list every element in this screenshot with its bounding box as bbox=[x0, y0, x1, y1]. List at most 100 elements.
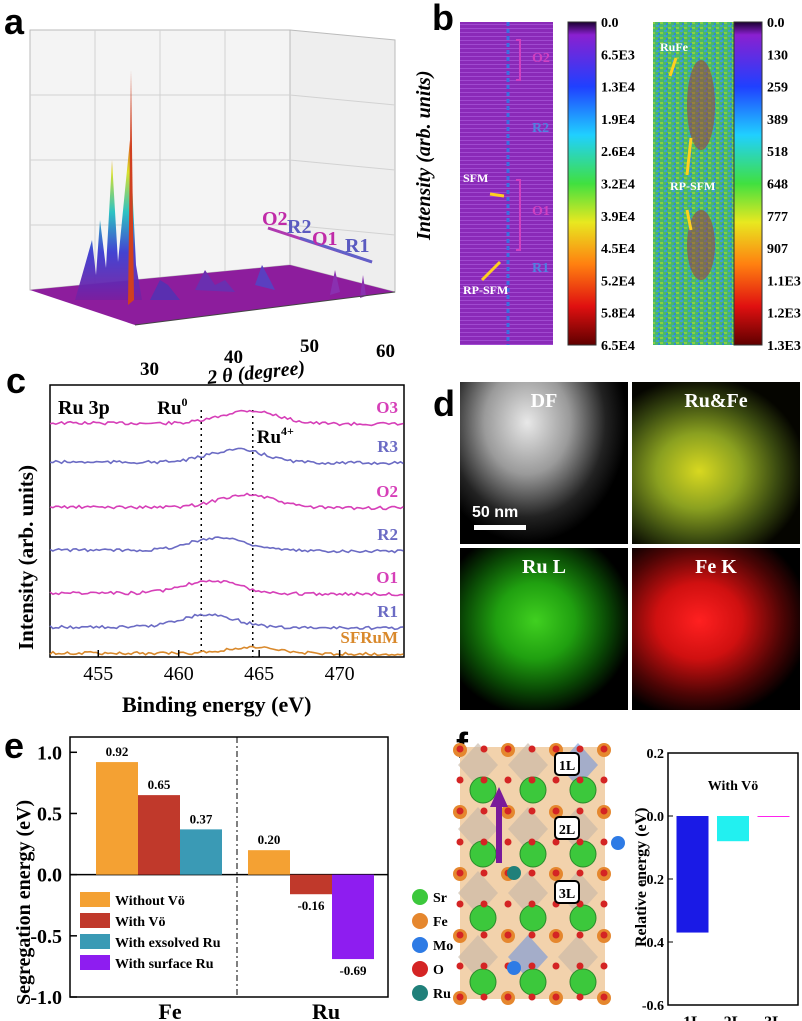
c-series-o1 bbox=[49, 579, 404, 597]
e-legend-swatch bbox=[80, 934, 110, 949]
arrow-rp-sfm-left bbox=[480, 260, 502, 282]
sr-atom bbox=[569, 776, 597, 804]
legend-label: O bbox=[433, 963, 444, 978]
c-plot-frame bbox=[49, 384, 405, 658]
f-y-tick: -0.2 bbox=[642, 873, 664, 888]
series-label-o2: O2 bbox=[262, 208, 288, 230]
octahedron bbox=[458, 807, 498, 851]
em-title-rufe: Ru&Fe bbox=[684, 390, 748, 412]
cb-left-tick: 6.5E3 bbox=[601, 48, 635, 63]
heatmap-left-brackets bbox=[516, 39, 521, 251]
f-x-tick: 2L bbox=[724, 1014, 743, 1021]
c-series-label: R1 bbox=[377, 602, 398, 621]
o-atom bbox=[576, 869, 584, 877]
o-atom bbox=[456, 900, 464, 908]
f-x-tick: 3L bbox=[764, 1014, 783, 1021]
em-df-image: DF 50 nm bbox=[460, 382, 628, 544]
x-tick-40: 40 bbox=[224, 347, 243, 368]
o-atom bbox=[456, 807, 464, 815]
structure-legend: Sr Fe Mo O Ru bbox=[412, 889, 453, 1002]
o-atom bbox=[480, 838, 488, 846]
em-fe-k-image: Fe K bbox=[632, 548, 800, 710]
f-bar bbox=[676, 816, 709, 933]
arrow-rufe bbox=[668, 57, 678, 77]
octahedron bbox=[508, 743, 548, 787]
e-y-tick: 0.0 bbox=[37, 865, 62, 887]
cb-right-tick: 389 bbox=[767, 113, 788, 128]
cb-right-tick: 1.3E3 bbox=[767, 339, 801, 354]
layer-box bbox=[554, 816, 580, 840]
o-atom bbox=[480, 776, 488, 784]
panel-label-a: a bbox=[4, 1, 25, 42]
o-atom bbox=[456, 931, 464, 939]
octahedron bbox=[458, 743, 498, 787]
layer-label: 1L bbox=[559, 759, 575, 774]
o-atom bbox=[528, 838, 536, 846]
e-legend-label: With surface Ru bbox=[115, 957, 214, 972]
o-atom bbox=[480, 931, 488, 939]
x-axis-line bbox=[134, 291, 396, 326]
cb-left-tick: 5.2E4 bbox=[601, 274, 635, 289]
hotspot-bottom bbox=[687, 210, 715, 280]
em-title-fe-k: Fe K bbox=[695, 556, 737, 578]
o-atom bbox=[480, 900, 488, 908]
o-atom bbox=[456, 745, 464, 753]
o-atom bbox=[552, 869, 560, 877]
o-atom bbox=[528, 776, 536, 784]
octahedron bbox=[458, 935, 498, 979]
e-x-tick: Ru bbox=[312, 999, 340, 1021]
hm-label-rp-sfm: RP-SFM bbox=[463, 283, 508, 297]
c-series-label: R2 bbox=[377, 525, 398, 544]
sr-atom bbox=[469, 904, 497, 932]
o-atom bbox=[600, 962, 608, 970]
e-bar bbox=[290, 874, 332, 895]
o-atom bbox=[456, 838, 464, 846]
c-series-sfrum bbox=[49, 645, 404, 657]
x-tick-30: 30 bbox=[140, 359, 159, 380]
e-legend-label: With Vö bbox=[115, 915, 165, 930]
cb-right-tick: 907 bbox=[767, 242, 788, 257]
panel-c-xps: Intensity (arb. units) Ru 3p Ru0 Ru4+ O3 R3… bbox=[14, 384, 405, 717]
e-bars: 1.0 0.5 0.0 -0.5 -1.0 0.92 0.65 0.37 Fe 0.20 -0.16… bbox=[30, 742, 388, 1021]
o-atom bbox=[480, 745, 488, 753]
legend-swatch bbox=[412, 937, 428, 953]
o-atom bbox=[480, 807, 488, 815]
c-x-tick: 460 bbox=[164, 663, 194, 685]
scale-bar bbox=[474, 525, 526, 530]
floor-plane bbox=[30, 265, 395, 325]
o-atom bbox=[456, 869, 464, 877]
c-series-label: O2 bbox=[376, 482, 398, 501]
mo-atom bbox=[507, 961, 521, 975]
e-bar bbox=[138, 795, 180, 875]
o-atom bbox=[528, 931, 536, 939]
o-atom bbox=[600, 869, 608, 877]
c-x-axis-title: Binding energy (eV) bbox=[122, 692, 311, 717]
octahedron bbox=[508, 871, 548, 915]
o-atom bbox=[600, 745, 608, 753]
scale-bar-label: 50 nm bbox=[472, 504, 519, 521]
colorbar-right-ticks: 0.0 130 259 389 518 648 777 907 1.1E3 1.2E3 1.3E3 bbox=[767, 16, 801, 354]
panel-label-c: c bbox=[6, 360, 27, 401]
arrow-rp-sfm-right-up bbox=[685, 137, 693, 176]
o-atom bbox=[576, 993, 584, 1001]
e-bar-label: 0.20 bbox=[258, 832, 281, 847]
e-bar-label: -0.16 bbox=[297, 898, 325, 913]
layer-box bbox=[554, 880, 580, 904]
y-axis-title: Intensity (arb. units) bbox=[413, 71, 435, 241]
o-atom bbox=[504, 776, 512, 784]
legend-label: Sr bbox=[433, 891, 447, 906]
c-series-label: R3 bbox=[377, 437, 398, 456]
sr-atom bbox=[519, 968, 547, 996]
arrow-rp-sfm-right-down bbox=[685, 209, 693, 231]
hm-label-sfm: SFM bbox=[463, 171, 488, 185]
o-atom bbox=[456, 962, 464, 970]
series-label-r1: R1 bbox=[345, 235, 369, 257]
em-title-ru-l: Ru L bbox=[522, 556, 566, 578]
e-legend-swatch bbox=[80, 955, 110, 970]
hm-label-r1: R1 bbox=[532, 261, 549, 276]
c-series-o2 bbox=[49, 492, 404, 511]
cb-left-tick: 1.9E4 bbox=[601, 113, 635, 128]
o-atom bbox=[552, 807, 560, 815]
relative-energy-chart: Relative energy (eV) 0.2 0.0 -0.2 -0.4 -0.6 Wi… bbox=[633, 747, 799, 1021]
xrd-peaks bbox=[75, 70, 366, 305]
